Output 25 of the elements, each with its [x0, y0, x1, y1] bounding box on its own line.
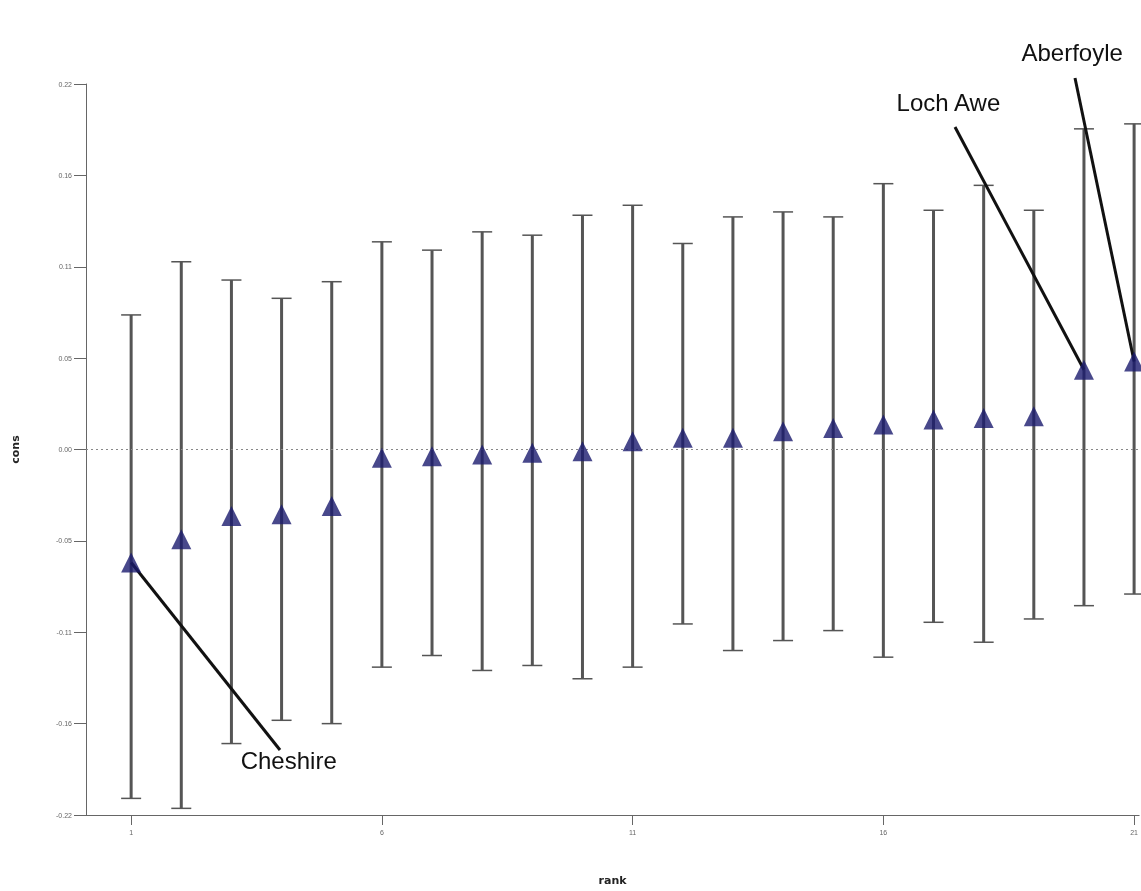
point [422, 446, 443, 467]
point [321, 495, 342, 516]
annotation: Aberfoyle [1021, 38, 1123, 66]
point [873, 414, 894, 435]
point [472, 444, 493, 465]
point [722, 427, 743, 448]
annotation: Loch Awe [896, 89, 1001, 117]
point [271, 504, 292, 525]
point [1073, 359, 1094, 380]
point [973, 407, 994, 428]
annotation: Cheshire [240, 747, 337, 775]
point [572, 441, 593, 462]
y-axis-title: cons [9, 434, 22, 464]
point [522, 442, 543, 463]
point [672, 427, 693, 448]
point [773, 421, 794, 442]
point [1023, 406, 1044, 427]
point [923, 409, 944, 430]
point [371, 447, 392, 468]
point [171, 529, 192, 550]
point [221, 505, 242, 526]
point [121, 552, 142, 573]
point [823, 417, 844, 438]
x-axis-title: rank [598, 874, 628, 887]
point [622, 431, 643, 452]
